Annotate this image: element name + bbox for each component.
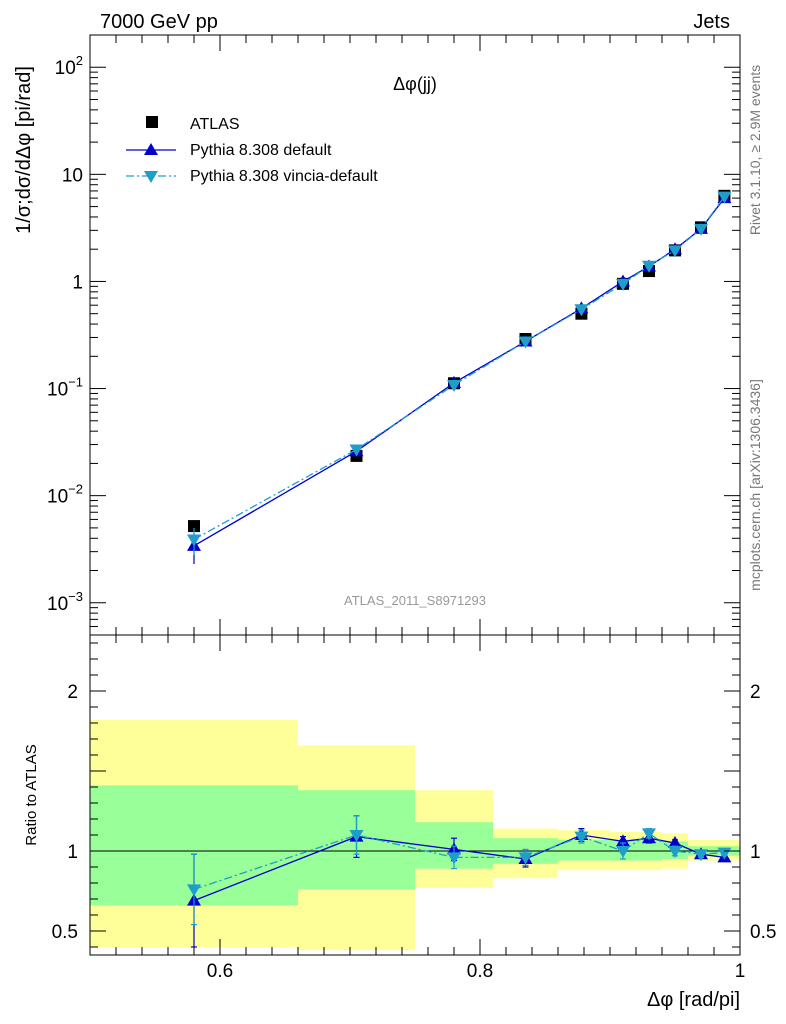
data-point-vincia (447, 379, 461, 392)
ratio-point-vincia (447, 852, 461, 865)
main-title: Δφ(jj) (393, 74, 437, 94)
ratio-point-default (668, 836, 682, 848)
data-point-vincia (518, 336, 533, 349)
uncertainty-band-inner (636, 839, 662, 861)
ratio-point-vincia (642, 828, 656, 841)
data-point-vincia (574, 304, 589, 317)
ratio-ylabel: Ratio to ATLAS (23, 744, 40, 845)
data-point-vincia (717, 191, 732, 204)
legend: ATLAS Pythia 8.308 default Pythia 8.308 … (126, 116, 378, 185)
main-panel: 10−3 10−2 10−1 1 10 102 Δφ(jj) ATLAS_2011_S89… (13, 34, 741, 636)
data-point-vincia (349, 444, 364, 457)
ratio-y-tick-label: 1 (67, 842, 78, 863)
x-tick-label: 0.8 (467, 961, 493, 982)
y-tick-label: 102 (55, 53, 83, 79)
ratio-y-tick-label-right: 1 (750, 842, 761, 863)
legend-label-default: Pythia 8.308 default (190, 142, 332, 159)
data-point-vincia (694, 223, 708, 236)
ratio-point-vincia (187, 884, 201, 897)
ratio-y-tick-label: 2 (67, 682, 78, 703)
ratio-point-vincia (668, 846, 682, 858)
legend-label-atlas: ATLAS (190, 116, 240, 133)
ratio-point-vincia (518, 852, 533, 865)
header-right: Jets (693, 11, 730, 33)
legend-marker-default (144, 143, 158, 155)
ratio-point-vincia (694, 849, 708, 862)
x-tick-label: 1 (735, 961, 746, 982)
header-left: 7000 GeV pp (100, 11, 218, 33)
rivet-label: Rivet 3.1.10, ≥ 2.9M events (747, 65, 763, 235)
series-line-2 (193, 196, 725, 541)
data-point-atlas (188, 520, 200, 533)
ratio-y-tick-label-right: 2 (750, 682, 761, 703)
y-tick-label: 1 (72, 272, 83, 293)
data-point-vincia (616, 278, 630, 291)
uncertainty-band-inner (558, 839, 610, 861)
y-tick-label: 10 (62, 165, 83, 186)
ratio-point-vincia (574, 831, 589, 844)
ratio-point-default (616, 834, 630, 847)
y-tick-label: 10−3 (47, 589, 83, 615)
watermark: ATLAS_2011_S8971293 (344, 593, 486, 608)
ratio-line-0 (193, 834, 725, 902)
x-tick-label: 0.6 (207, 961, 233, 982)
ratio-frame (89, 634, 741, 956)
ratio-point-vincia (349, 830, 364, 842)
legend-label-vincia: Pythia 8.308 vincia-default (190, 168, 378, 185)
series-line-1 (193, 197, 725, 547)
ratio-point-vincia (616, 846, 630, 858)
legend-marker-atlas (146, 116, 158, 128)
ratio-panel: 0.5 0.51 12 20.6 0.8 1 Ratio to ATLAS Δφ [rad… (23, 634, 776, 1011)
data-point-vincia (187, 534, 201, 547)
y-tick-label: 10−1 (47, 375, 83, 401)
legend-marker-vincia (144, 171, 158, 183)
x-axis-label: Δφ [rad/pi] (647, 989, 740, 1011)
ratio-y-tick-label-right: 0.5 (750, 922, 776, 943)
main-ylabel: 1/σ;dσ/dΔφ [pi/rad] (13, 66, 35, 234)
mcplots-label: mcplots.cern.ch [arXiv:1306.3436] (747, 379, 763, 591)
data-point-vincia (668, 245, 682, 258)
ratio-y-tick-label: 0.5 (52, 922, 78, 943)
main-frame (89, 34, 741, 636)
data-point-vincia (642, 260, 656, 273)
y-tick-label: 10−2 (47, 482, 83, 508)
